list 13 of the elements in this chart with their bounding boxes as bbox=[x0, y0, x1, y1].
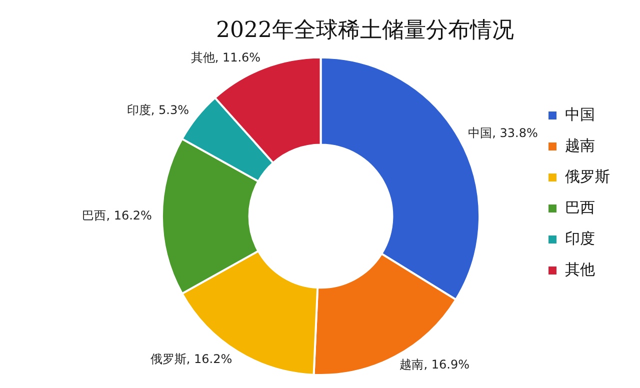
legend-label: 巴西 bbox=[565, 198, 595, 216]
data-label: 巴西, 16.2% bbox=[82, 208, 152, 222]
legend-label: 中国 bbox=[565, 105, 595, 124]
legend-label: 印度 bbox=[565, 229, 595, 248]
data-label: 越南, 16.9% bbox=[400, 358, 470, 372]
data-label: 印度, 5.3% bbox=[126, 102, 190, 117]
data-label: 中国, 33.8% bbox=[468, 126, 538, 140]
chart-title: 2022年全球稀土储量分布情况 bbox=[216, 18, 514, 43]
data-label: 俄罗斯, 16.2% bbox=[150, 352, 232, 366]
legend-label: 越南 bbox=[565, 136, 595, 154]
data-label: 其他, 11.6% bbox=[190, 50, 261, 65]
legend-label: 其他 bbox=[565, 260, 595, 278]
legend-label: 俄罗斯 bbox=[565, 167, 610, 186]
